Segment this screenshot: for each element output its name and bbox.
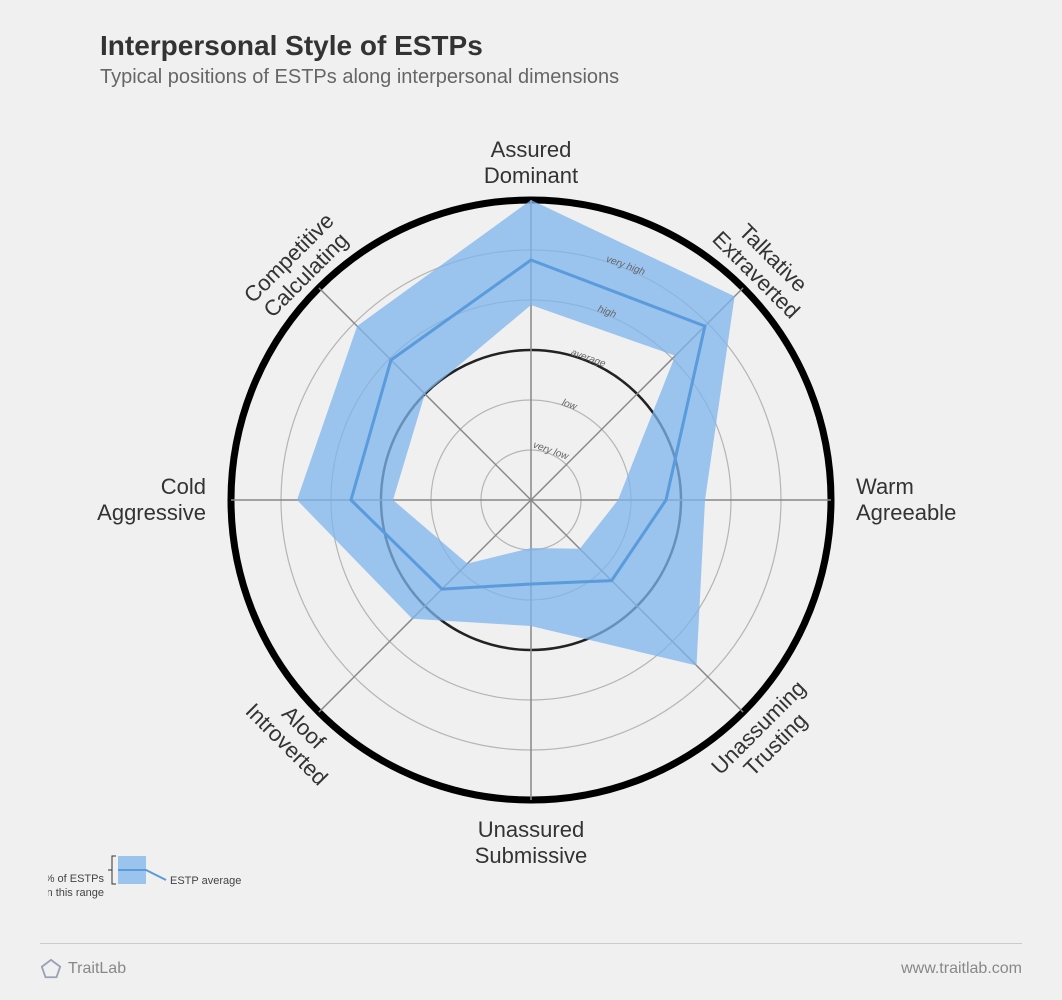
radar-chart: very lowlowaveragehighvery highAssuredDo… <box>0 100 1062 900</box>
axis-label: Submissive <box>475 843 587 868</box>
footer-url: www.traitlab.com <box>901 960 1022 978</box>
svg-text:ESTP average: ESTP average <box>170 875 241 887</box>
chart-title: Interpersonal Style of ESTPs <box>100 30 1022 62</box>
axis-label: Dominant <box>484 163 578 188</box>
axis-label: Agreeable <box>856 500 956 525</box>
axis-label: Aggressive <box>97 500 206 525</box>
svg-text:fall in this range: fall in this range <box>48 887 104 899</box>
brand-logo: TraitLab <box>40 958 126 980</box>
ring-label: very low <box>532 440 571 463</box>
ring-label: average <box>569 347 607 370</box>
pentagon-icon <box>40 958 62 980</box>
axis-label: Assured <box>491 137 572 162</box>
axis-label: Warm <box>856 474 914 499</box>
brand-name: TraitLab <box>68 960 126 978</box>
chart-subtitle: Typical positions of ESTPs along interpe… <box>100 66 1022 89</box>
svg-text:50% of ESTPs: 50% of ESTPs <box>48 873 104 885</box>
legend: 50% of ESTPs fall in this range ESTP avera… <box>48 852 248 910</box>
axis-label: Cold <box>161 474 206 499</box>
axis-label: Unassured <box>478 817 584 842</box>
